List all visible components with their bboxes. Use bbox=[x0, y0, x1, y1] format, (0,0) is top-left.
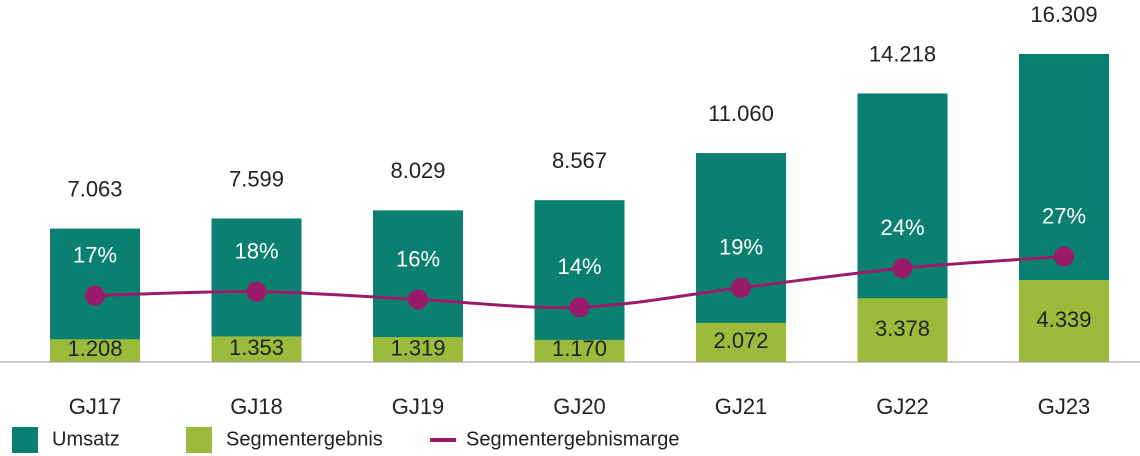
value-label: 7.599 bbox=[229, 166, 284, 191]
legend-line bbox=[430, 438, 456, 442]
margin-label: 14% bbox=[557, 254, 601, 279]
margin-label: 18% bbox=[234, 238, 278, 263]
value-label: 8.029 bbox=[390, 158, 445, 183]
bar bbox=[534, 200, 625, 362]
x-tick-label: GJ23 bbox=[1038, 394, 1091, 419]
bar bbox=[50, 339, 140, 362]
bar bbox=[373, 210, 463, 362]
value-label: 1.170 bbox=[552, 336, 607, 361]
legend-swatch bbox=[12, 427, 38, 453]
margin-point bbox=[892, 258, 913, 279]
value-label: 7.063 bbox=[67, 176, 122, 201]
bar bbox=[534, 339, 625, 362]
x-tick-label: GJ19 bbox=[392, 394, 445, 419]
margin-point bbox=[569, 297, 590, 318]
x-tick-label: GJ22 bbox=[876, 394, 929, 419]
value-label: 1.353 bbox=[229, 335, 284, 360]
x-tick-label: GJ20 bbox=[553, 394, 606, 419]
margin-point bbox=[1054, 246, 1074, 267]
margin-label: 19% bbox=[719, 235, 763, 260]
bar bbox=[1019, 280, 1109, 362]
margin-point bbox=[246, 281, 267, 302]
value-label: 8.567 bbox=[552, 148, 607, 173]
legend-label: Segmentergebnis bbox=[226, 428, 383, 450]
value-label: 11.060 bbox=[708, 101, 774, 126]
margin-point bbox=[85, 285, 105, 306]
bar bbox=[211, 336, 302, 362]
bar bbox=[857, 298, 948, 362]
margin-point bbox=[731, 277, 751, 298]
value-label: 2.072 bbox=[713, 328, 768, 353]
value-label: 4.339 bbox=[1036, 307, 1091, 332]
margin-label: 27% bbox=[1042, 203, 1086, 228]
margin-label: 16% bbox=[396, 246, 440, 271]
value-label: 3.378 bbox=[875, 316, 930, 341]
value-label: 16.309 bbox=[1030, 2, 1097, 27]
margin-label: 17% bbox=[73, 242, 117, 267]
bar bbox=[696, 322, 786, 362]
margin-point bbox=[408, 289, 428, 310]
x-tick-label: GJ17 bbox=[69, 394, 122, 419]
bar bbox=[373, 337, 463, 362]
x-tick-label: GJ21 bbox=[715, 394, 768, 419]
x-tick-label: GJ18 bbox=[230, 394, 283, 419]
value-label: 14.218 bbox=[869, 41, 936, 66]
legend-label: Segmentergebnismarge bbox=[466, 428, 679, 450]
value-label: 1.208 bbox=[67, 336, 122, 361]
legend-swatch bbox=[186, 427, 212, 453]
legend-label: Umsatz bbox=[52, 428, 120, 450]
margin-label: 24% bbox=[880, 215, 924, 240]
value-label: 1.319 bbox=[390, 335, 445, 360]
